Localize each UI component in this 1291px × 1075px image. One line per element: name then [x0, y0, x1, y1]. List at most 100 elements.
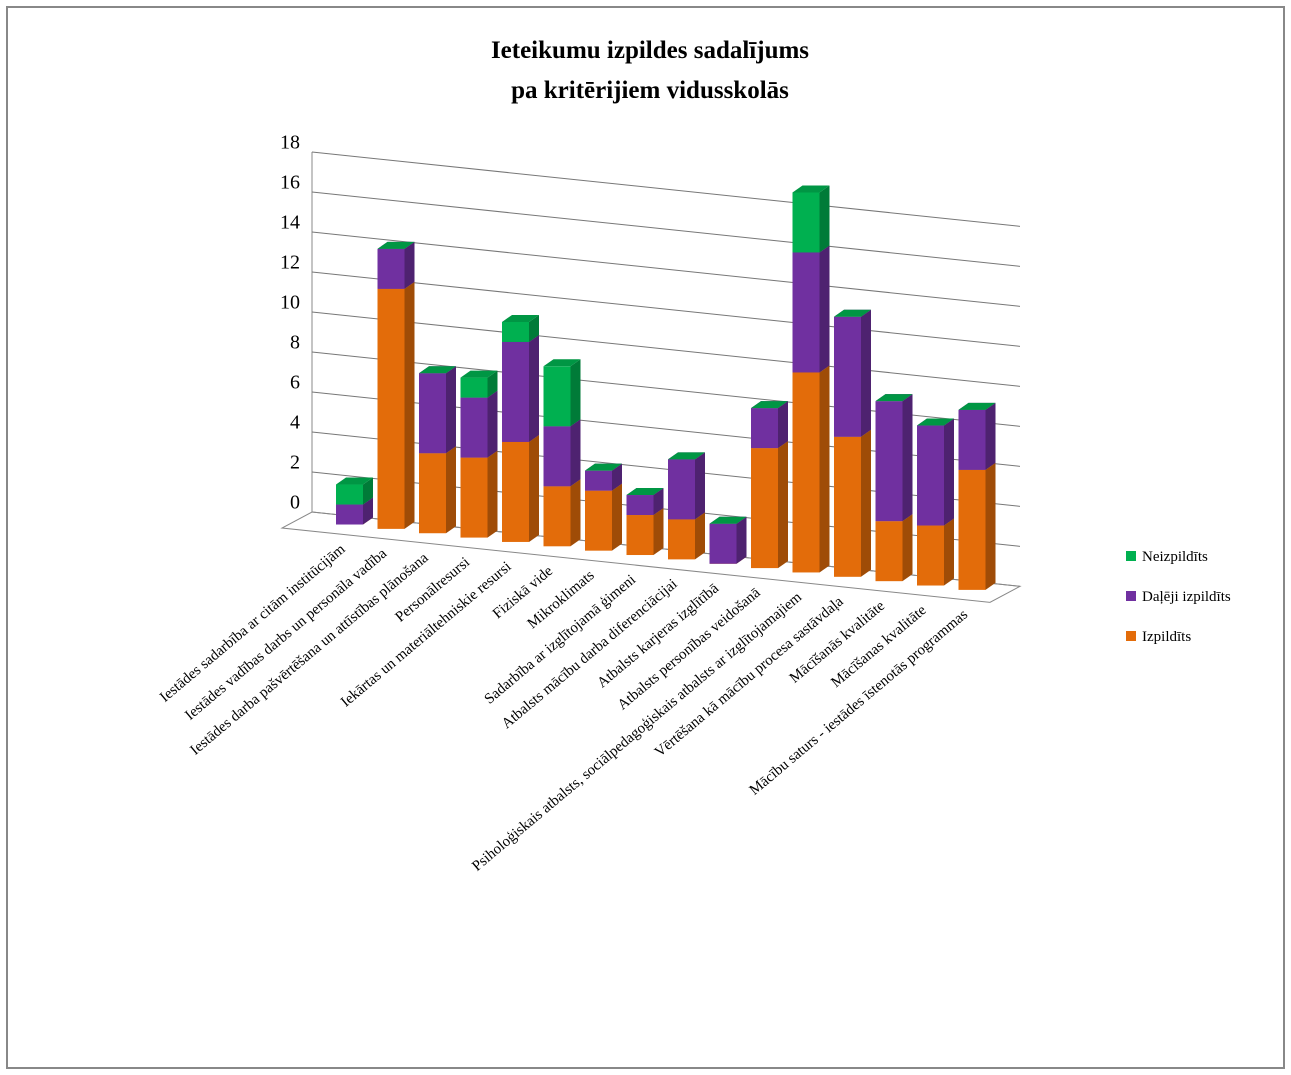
bar-side — [902, 394, 913, 522]
bar — [668, 519, 695, 560]
legend-label: Izpildīts — [1142, 629, 1191, 645]
grid-line — [311, 231, 1021, 307]
legend-label: Neizpildīts — [1142, 549, 1208, 565]
bar — [460, 397, 488, 458]
y-tick-label: 10 — [280, 292, 300, 314]
bar — [502, 321, 529, 342]
y-tick-label: 12 — [280, 252, 300, 274]
bar-side — [819, 245, 830, 373]
bar-top — [626, 488, 664, 496]
bar-side — [778, 401, 788, 449]
bar-side — [363, 477, 373, 505]
bar — [875, 521, 903, 582]
y-tick-label: 14 — [280, 212, 300, 234]
bar — [336, 484, 363, 505]
legend-swatch — [1126, 631, 1136, 641]
bar-side — [861, 309, 871, 437]
bar — [917, 525, 944, 586]
bar-side — [612, 463, 622, 491]
grid-line — [311, 311, 1021, 387]
chart-title: Ieteikumu izpildes sadalījums — [491, 37, 809, 64]
bar-side — [529, 314, 539, 342]
y-tick-label: 2 — [290, 452, 300, 474]
bar — [543, 426, 571, 487]
bar — [460, 377, 488, 398]
y-tick-label: 6 — [290, 372, 300, 394]
bar-side — [778, 441, 788, 569]
bar-side — [446, 366, 456, 454]
bar — [419, 453, 446, 534]
bar-side — [985, 462, 996, 590]
legend-swatch — [1126, 591, 1136, 601]
bar-side — [487, 370, 498, 398]
bar-side — [736, 516, 747, 564]
bar-top — [419, 366, 456, 374]
bar-side — [612, 483, 622, 551]
bar-side — [944, 418, 954, 526]
bar-side — [404, 241, 415, 289]
bar-side — [529, 434, 539, 542]
bar — [419, 373, 446, 454]
bar — [917, 425, 944, 526]
bar — [958, 409, 986, 470]
bar-side — [653, 508, 664, 556]
bar — [792, 192, 820, 253]
y-tick-label: 16 — [280, 172, 300, 194]
bar-top — [502, 314, 539, 322]
chart-title: pa kritērijiem vidusskolās — [511, 77, 789, 104]
bar — [792, 372, 820, 573]
bar-top — [460, 370, 498, 378]
bar — [336, 504, 363, 525]
bar-top — [792, 185, 830, 193]
bar-top — [958, 402, 996, 410]
grid-line — [311, 271, 1021, 347]
bar-top — [709, 516, 747, 524]
y-tick-label: 8 — [290, 332, 300, 354]
bar-side — [570, 479, 581, 547]
bar-side — [695, 512, 705, 560]
bar — [543, 486, 571, 547]
bar-side — [695, 452, 705, 520]
bar — [585, 490, 612, 551]
bar — [502, 341, 529, 442]
bar-side — [819, 185, 830, 253]
bar-side — [487, 390, 498, 458]
bar — [958, 469, 986, 590]
bar — [834, 436, 861, 577]
bar — [709, 523, 737, 564]
bar-side — [446, 446, 456, 534]
bar-side — [570, 359, 581, 427]
bar-side — [902, 514, 913, 582]
bar-top — [585, 463, 622, 471]
bar-side — [487, 450, 498, 538]
bar — [668, 459, 695, 520]
bar — [751, 448, 778, 569]
bar-top — [336, 477, 373, 485]
bar-top — [751, 401, 788, 409]
y-tick-label: 0 — [290, 492, 300, 514]
bar-side — [985, 402, 996, 470]
bar-top — [917, 418, 954, 426]
bar-side — [944, 518, 954, 586]
legend-swatch — [1126, 551, 1136, 561]
bar-side — [819, 365, 830, 573]
y-tick-label: 4 — [290, 412, 300, 434]
bar-top — [875, 394, 913, 402]
bar — [875, 401, 903, 522]
bar — [585, 470, 612, 491]
bar-side — [653, 488, 664, 516]
bar-side — [570, 419, 581, 487]
bar — [502, 441, 529, 542]
bar-top — [377, 241, 415, 249]
bar-side — [404, 281, 415, 529]
bar-side — [861, 429, 871, 577]
legend-label: Daļēji izpildīts — [1142, 589, 1231, 605]
bar — [626, 515, 654, 556]
y-tick-label: 18 — [280, 132, 300, 154]
bar — [377, 288, 405, 529]
bar — [834, 316, 861, 437]
bar-top — [668, 452, 705, 460]
bar — [792, 252, 820, 373]
bar — [751, 408, 778, 449]
